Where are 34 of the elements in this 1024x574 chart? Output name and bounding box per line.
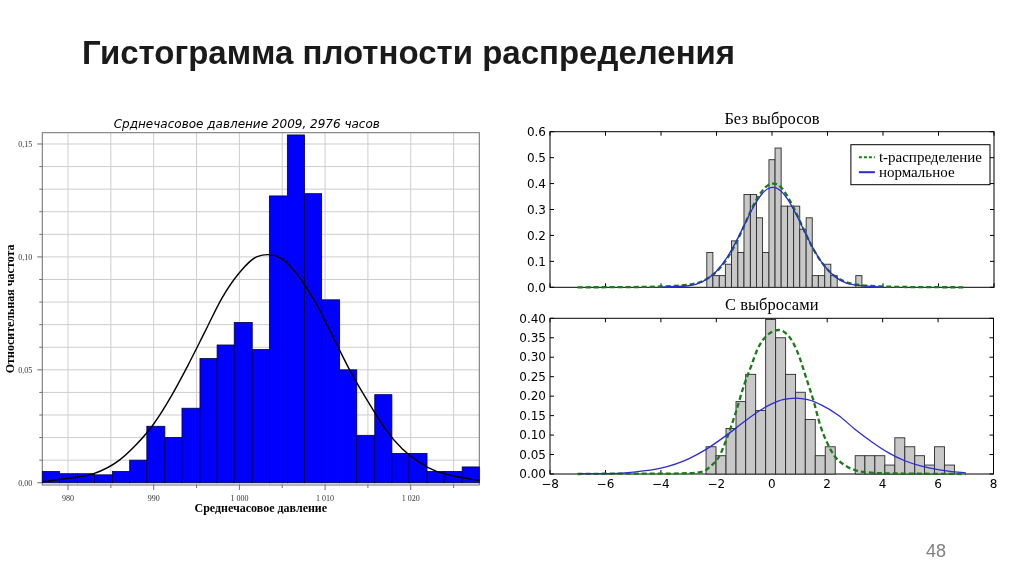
x-tick-label: 980 [62, 494, 75, 503]
text: Гистограмма плотности распределения [82, 34, 736, 71]
x-tick-label: 2 [823, 477, 832, 491]
y-tick-label: 0.05 [519, 447, 546, 462]
chart-title: С выбросами [725, 295, 819, 315]
y-tick-label: 0.25 [519, 369, 546, 384]
line-series [577, 397, 967, 475]
y-tick-label: 0,00 [18, 478, 33, 488]
x-tick-label: 4 [878, 477, 887, 491]
y-tick-label: 0.35 [519, 330, 546, 345]
y-tick-label: 0.20 [519, 389, 546, 404]
x-tick-label: 6 [934, 477, 942, 491]
x-tick-label: 0 [767, 477, 776, 491]
y-tick-label: 0.40 [519, 311, 546, 326]
line-series [41, 253, 480, 483]
x-axis-title: Среднечасовое давление [194, 501, 328, 515]
y-tick-label: 0,15 [18, 139, 33, 149]
x-tick-label: 990 [147, 494, 160, 503]
chart-title: Срднечасовое давление 2009, 2976 часов [113, 116, 380, 131]
x-tick-label: −6 [596, 477, 615, 491]
y-tick-label: 0,05 [18, 365, 33, 375]
y-tick-label: 0.30 [519, 350, 546, 365]
x-tick-label: −4 [652, 477, 670, 491]
y-axis-title: Относительная частота [2, 244, 17, 374]
x-tick-label: 8 [989, 477, 998, 491]
y-tick-label: 0,10 [18, 252, 33, 262]
x-tick-label: 1 010 [316, 494, 335, 503]
text: 48 [925, 541, 947, 561]
x-tick-label: 1 020 [401, 494, 420, 503]
x-tick-label: −2 [707, 477, 726, 491]
x-tick-label: 1 000 [230, 494, 249, 503]
line-series [576, 328, 967, 476]
y-tick-label: 0.15 [519, 408, 546, 423]
y-tick-label: 0.10 [519, 428, 546, 443]
